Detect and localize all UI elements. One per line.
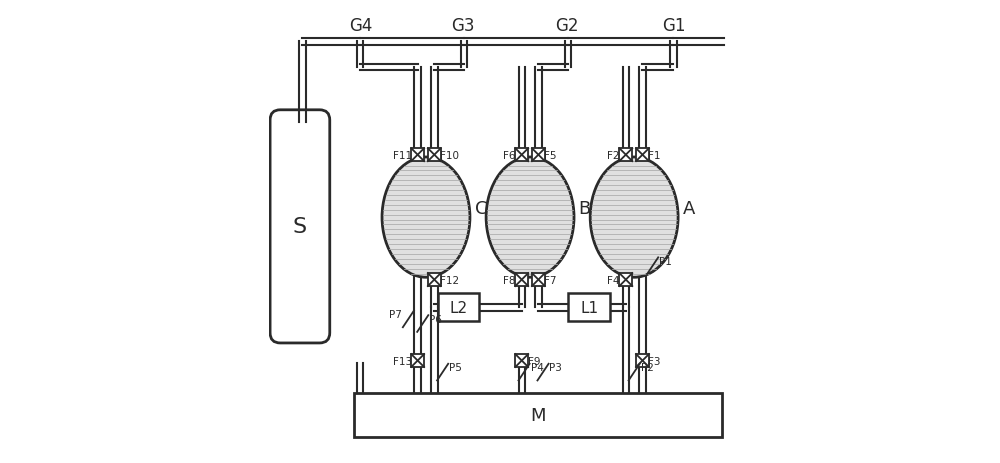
Text: P1: P1: [659, 257, 672, 267]
Bar: [354, 393, 722, 437]
Polygon shape: [619, 274, 632, 287]
Text: G2: G2: [555, 17, 579, 35]
Text: P2: P2: [641, 363, 654, 373]
Text: F13: F13: [393, 356, 412, 366]
Text: F5: F5: [544, 150, 557, 160]
Text: F10: F10: [440, 150, 459, 160]
Bar: [438, 294, 479, 321]
Text: F3: F3: [648, 356, 661, 366]
Text: L1: L1: [580, 300, 598, 315]
Text: F12: F12: [440, 275, 459, 285]
Ellipse shape: [382, 157, 470, 278]
Text: S: S: [293, 217, 307, 237]
Polygon shape: [532, 274, 545, 287]
Polygon shape: [532, 149, 545, 162]
Text: P3: P3: [549, 363, 562, 373]
Text: F9: F9: [528, 356, 540, 366]
Text: F8: F8: [503, 275, 516, 285]
Text: F6: F6: [503, 150, 516, 160]
Polygon shape: [411, 149, 424, 162]
Text: P4: P4: [531, 363, 543, 373]
Text: L2: L2: [449, 300, 467, 315]
Bar: [568, 294, 610, 321]
Polygon shape: [636, 354, 649, 367]
Text: A: A: [683, 200, 695, 218]
Text: M: M: [530, 406, 546, 424]
Ellipse shape: [486, 157, 574, 278]
Text: G1: G1: [662, 17, 685, 35]
Text: F11: F11: [393, 150, 412, 160]
Polygon shape: [411, 354, 424, 367]
Polygon shape: [515, 354, 528, 367]
Text: C: C: [475, 200, 487, 218]
Ellipse shape: [590, 157, 678, 278]
Text: F1: F1: [648, 150, 661, 160]
Text: F4: F4: [607, 275, 620, 285]
Text: P7: P7: [389, 310, 402, 319]
Text: P5: P5: [449, 363, 462, 373]
FancyBboxPatch shape: [270, 111, 330, 343]
Text: F7: F7: [544, 275, 557, 285]
Text: G3: G3: [451, 17, 475, 35]
Polygon shape: [515, 149, 528, 162]
Text: B: B: [579, 200, 591, 218]
Polygon shape: [636, 149, 649, 162]
Polygon shape: [428, 149, 441, 162]
Polygon shape: [619, 149, 632, 162]
Polygon shape: [515, 274, 528, 287]
Text: P6: P6: [429, 314, 442, 324]
Text: F2: F2: [607, 150, 620, 160]
Text: G4: G4: [350, 17, 373, 35]
Polygon shape: [428, 274, 441, 287]
